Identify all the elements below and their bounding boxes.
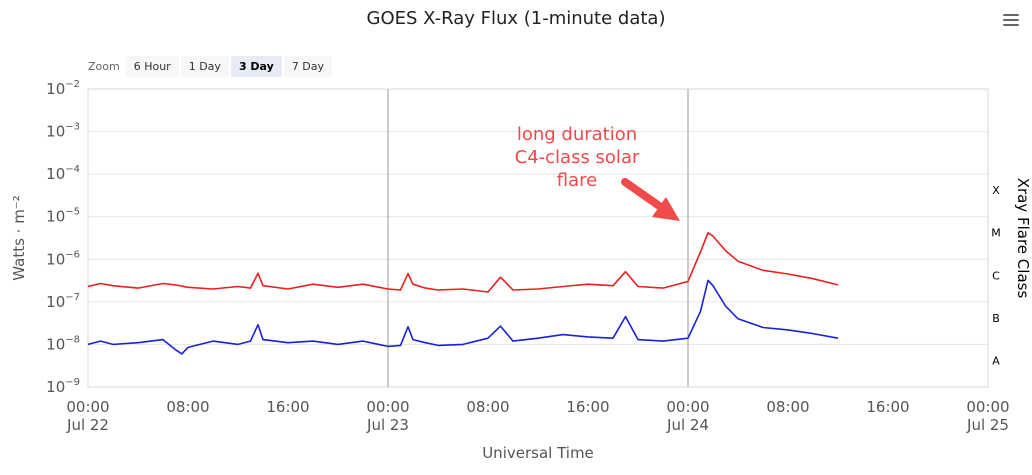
annotation-text: long duration <box>517 124 637 145</box>
zoom-label: Zoom <box>88 59 120 73</box>
annotation-arrow-head <box>652 197 680 221</box>
x-tick-label: 00:00 <box>966 398 1009 416</box>
y-tick-label: 10−3 <box>46 122 80 141</box>
x-tick-label: 00:00 <box>666 398 709 416</box>
zoom-bar: Zoom 6 Hour 1 Day 3 Day 7 Day <box>88 54 334 78</box>
y-tick-label: 10−9 <box>46 377 80 396</box>
x-tick-label: 08:00 <box>766 398 809 416</box>
zoom-6-hour-button[interactable]: 6 Hour <box>125 55 179 77</box>
short-channel-series-line <box>87 279 839 355</box>
x-tick-label: 00:00 <box>66 398 109 416</box>
x-tick-date-label: Jul 22 <box>66 416 109 434</box>
y-tick-label: 10−5 <box>46 207 80 226</box>
flare-class-label: M <box>991 227 1001 240</box>
annotation-text: C4-class solar <box>515 147 640 168</box>
y-tick-label: 10−7 <box>46 292 80 311</box>
long-channel-series-line <box>87 232 839 293</box>
flare-class-label: C <box>992 269 1000 282</box>
x-tick-label: 16:00 <box>566 398 609 416</box>
x-tick-label: 00:00 <box>366 398 409 416</box>
chart-title: GOES X-Ray Flux (1-minute data) <box>366 8 666 29</box>
y-tick-label: 10−2 <box>46 79 80 98</box>
x-axis-label: Universal Time <box>482 444 594 462</box>
annotation-text: flare <box>557 170 597 191</box>
x-tick-date-label: Jul 25 <box>966 416 1009 434</box>
y-tick-label: 10−6 <box>46 249 80 268</box>
flare-class-label: X <box>992 184 1000 197</box>
zoom-7-day-button[interactable]: 7 Day <box>283 55 333 77</box>
x-tick-label: 16:00 <box>866 398 909 416</box>
plot-border <box>87 88 989 388</box>
y-axis-label: Watts · m⁻² <box>10 195 28 281</box>
flare-class-label: A <box>992 354 1000 367</box>
zoom-1-day-button[interactable]: 1 Day <box>180 55 229 77</box>
flare-class-label: B <box>992 312 1000 325</box>
y-tick-label: 10−4 <box>46 164 80 183</box>
hamburger-menu-icon[interactable] <box>1003 14 1019 28</box>
y2-axis-label: Xray Flare Class <box>1014 178 1032 299</box>
x-tick-label: 08:00 <box>166 398 209 416</box>
x-tick-date-label: Jul 24 <box>666 416 709 434</box>
zoom-3-day-button[interactable]: 3 Day <box>230 55 282 77</box>
x-tick-label: 08:00 <box>466 398 509 416</box>
y-tick-label: 10−8 <box>46 334 80 353</box>
x-tick-date-label: Jul 23 <box>366 416 409 434</box>
x-tick-label: 16:00 <box>266 398 309 416</box>
